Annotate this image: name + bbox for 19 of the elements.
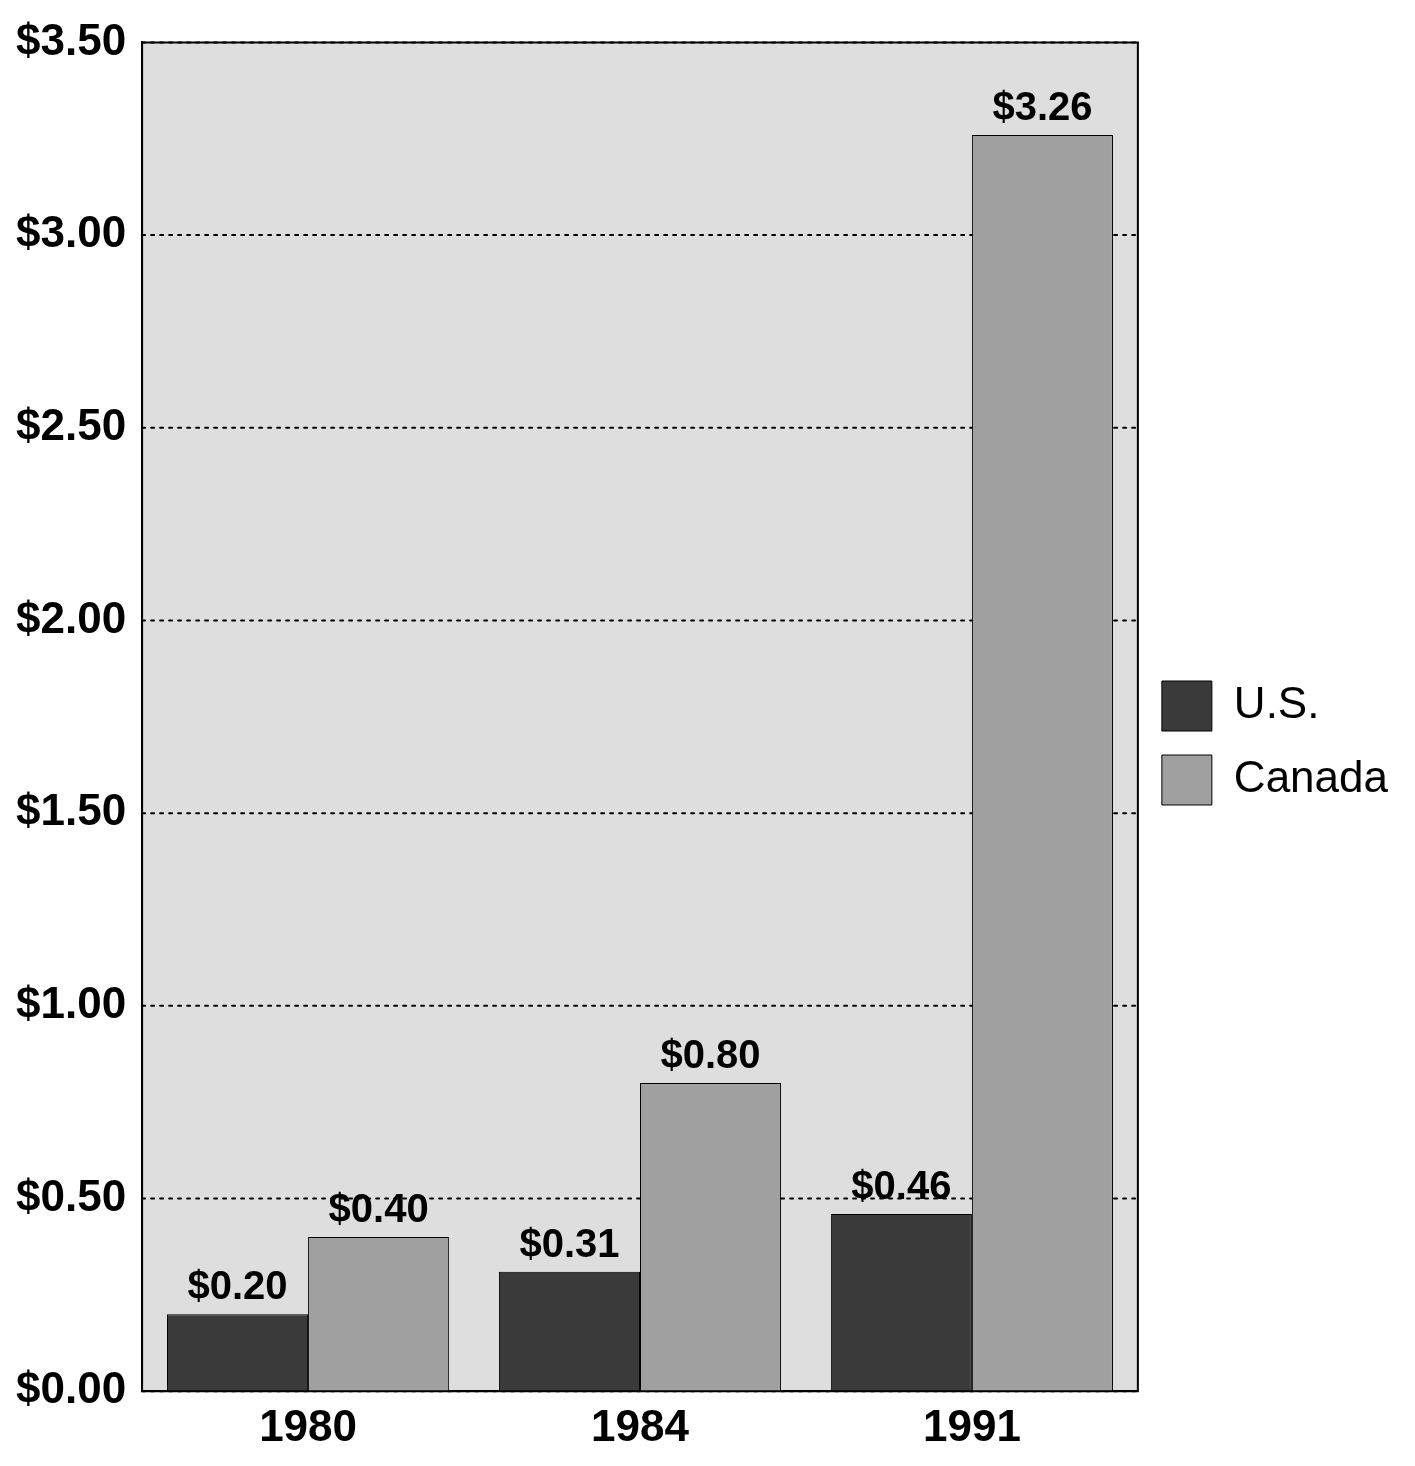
y-tick-label: $3.00 (16, 207, 127, 257)
x-tick-label: 1980 (259, 1400, 358, 1450)
data-label: $0.20 (187, 1263, 288, 1308)
x-tick-label: 1991 (922, 1400, 1021, 1450)
x-tick-label: 1984 (591, 1400, 690, 1450)
data-label: $0.40 (328, 1186, 429, 1231)
y-tick-label: $2.50 (16, 399, 127, 449)
data-label: $0.80 (660, 1031, 761, 1076)
data-label: $0.46 (851, 1162, 952, 1207)
legend-label: U.S. (1233, 678, 1320, 728)
legend-label: Canada (1233, 752, 1389, 802)
data-label: $0.31 (519, 1220, 620, 1265)
y-tick-label: $2.00 (16, 592, 127, 642)
y-tick-label: $3.50 (16, 14, 127, 64)
y-tick-label: $0.00 (16, 1363, 127, 1413)
y-tick-label: $1.00 (16, 977, 127, 1027)
y-tick-label: $0.50 (16, 1170, 127, 1220)
data-label: $3.26 (992, 83, 1093, 128)
y-tick-label: $1.50 (16, 785, 127, 835)
